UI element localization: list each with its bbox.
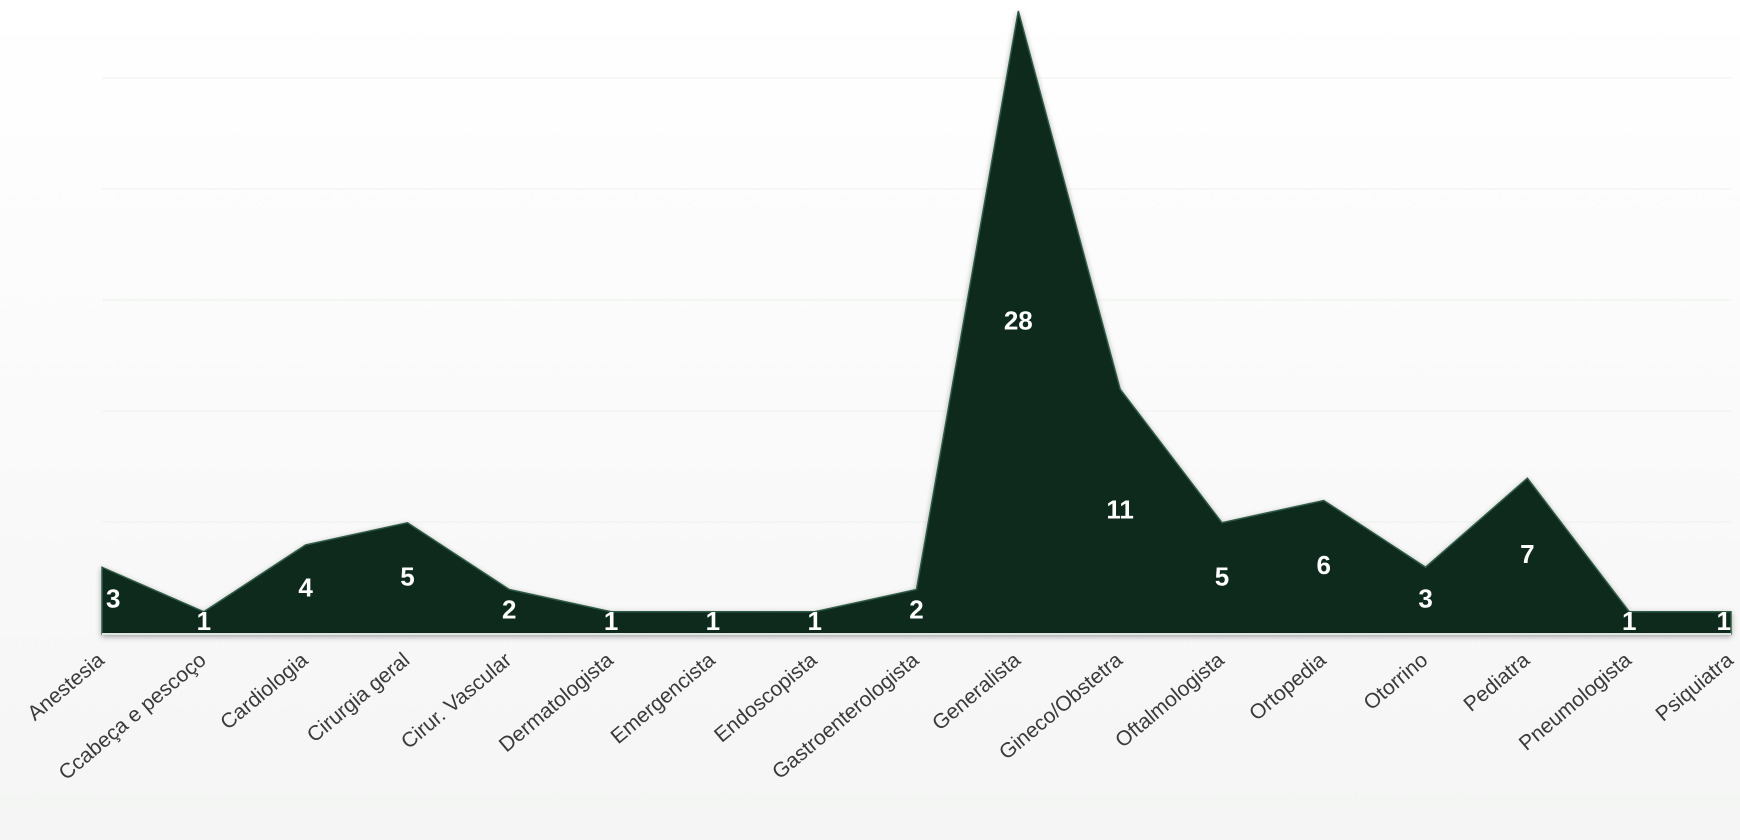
- x-tick-label: Otorrino: [1359, 648, 1432, 714]
- x-tick-label: Anestesia: [23, 648, 109, 725]
- value-label: 3: [106, 584, 120, 614]
- value-label: 2: [909, 595, 923, 625]
- x-tick-label: Generalista: [928, 648, 1025, 735]
- value-label: 7: [1520, 539, 1534, 569]
- value-label: 5: [1215, 561, 1229, 591]
- value-label: 1: [604, 606, 618, 636]
- value-label: 1: [1622, 606, 1636, 636]
- value-label: 4: [298, 572, 313, 602]
- x-tick-label: Pediatra: [1459, 648, 1534, 716]
- value-label: 1: [807, 606, 821, 636]
- x-tick-label: Pneumologista: [1515, 648, 1636, 755]
- x-tick-label: Cirurgia geral: [303, 648, 414, 747]
- x-tick-label: Psiquiatra: [1651, 648, 1738, 726]
- x-tick-label: Oftalmologista: [1111, 648, 1229, 752]
- x-tick-label: Cardiologia: [216, 648, 312, 734]
- value-label: 6: [1317, 550, 1331, 580]
- value-label: 11: [1106, 495, 1134, 525]
- value-label: 1: [197, 606, 211, 636]
- x-tick-label: Endoscopista: [710, 648, 822, 747]
- value-label: 2: [502, 595, 516, 625]
- value-label: 1: [1717, 606, 1731, 636]
- value-label: 3: [1418, 584, 1432, 614]
- x-tick-label: Ortopedia: [1245, 648, 1331, 725]
- value-label: 28: [1004, 305, 1033, 335]
- area: [101, 10, 1732, 635]
- x-tick-label: Emergencista: [607, 648, 720, 748]
- value-label: 5: [400, 561, 414, 591]
- value-label: 1: [706, 606, 720, 636]
- background-grid: [102, 77, 1731, 523]
